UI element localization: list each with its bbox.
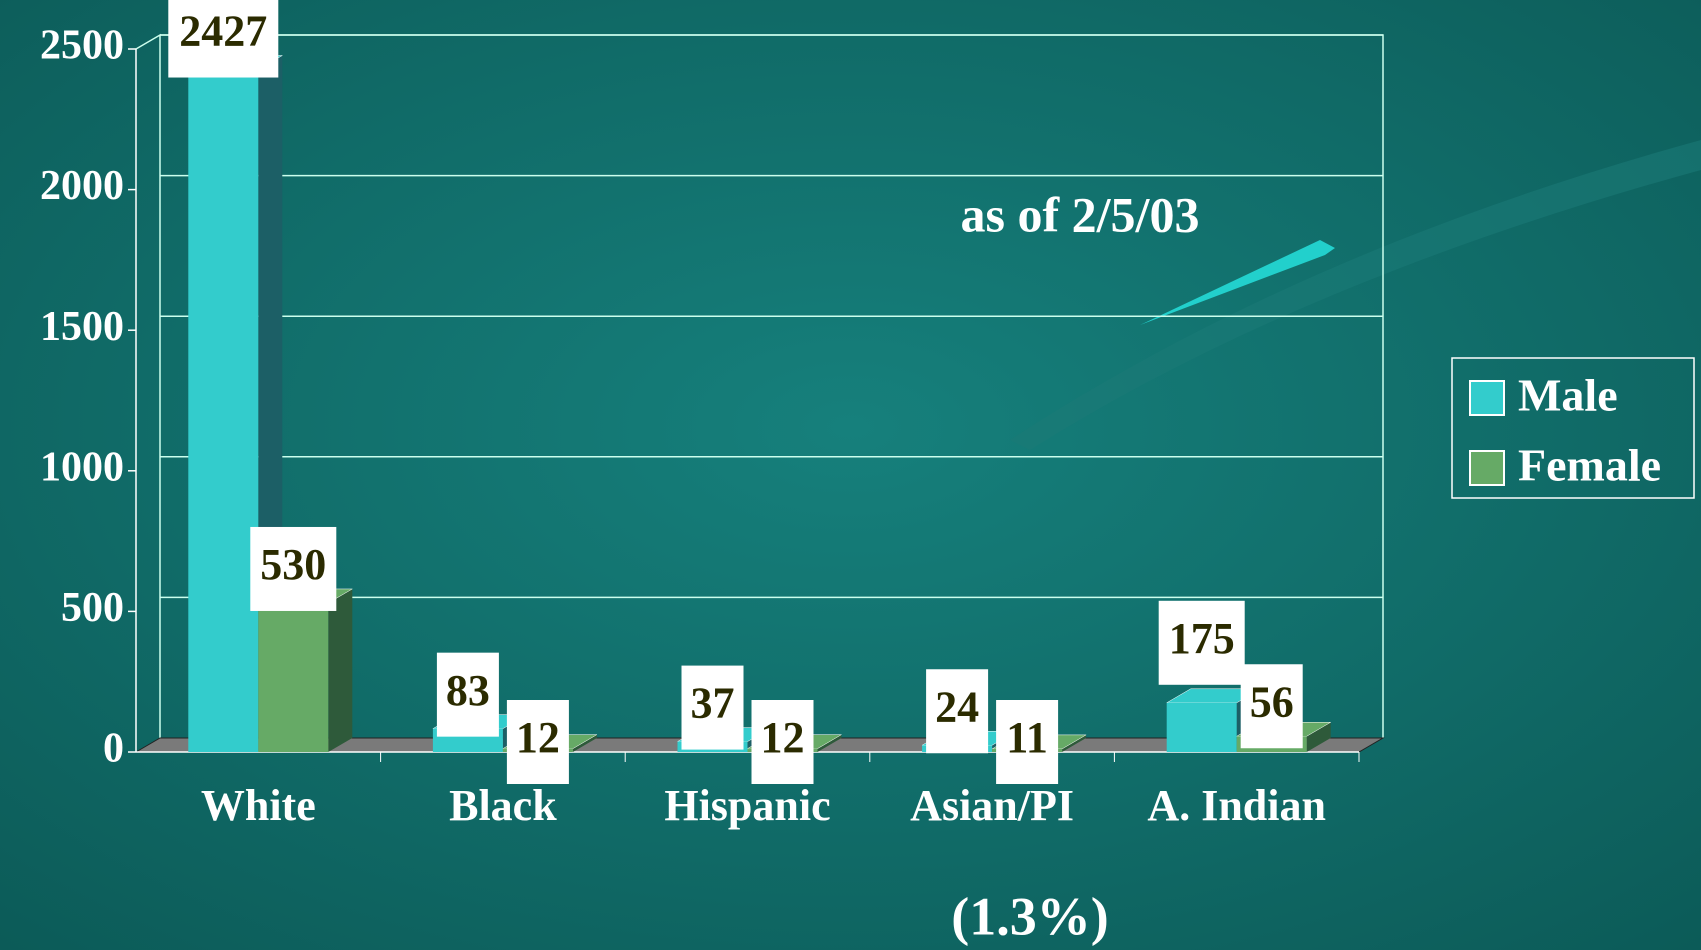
decoration [1140, 240, 1335, 325]
data-label-box [250, 526, 337, 611]
legend-swatch [1469, 450, 1505, 486]
data-label-box [168, 0, 279, 78]
y-tick-label: 1500 [40, 304, 124, 350]
data-label: 12 [761, 713, 805, 762]
data-label: 530 [260, 540, 326, 589]
y-tick-label: 2500 [40, 23, 124, 69]
decoration [1010, 140, 1701, 450]
data-label: 12 [516, 713, 560, 762]
data-label: 37 [691, 679, 735, 728]
data-label-box [681, 665, 744, 750]
bar [188, 69, 259, 753]
data-label-box [926, 669, 989, 754]
x-tick-label: Asian/PI [910, 781, 1074, 830]
legend-label: Female [1518, 440, 1661, 491]
legend-swatch [1469, 380, 1505, 416]
x-tick-label: White [201, 781, 316, 830]
bar [258, 602, 329, 752]
y-tick-label: 0 [103, 726, 124, 772]
x-tick-label: Black [449, 781, 557, 830]
bar [1166, 702, 1237, 752]
bar-side [572, 734, 597, 752]
y-tick-label: 2000 [40, 163, 124, 209]
annotation: (1.3%) [951, 886, 1108, 946]
data-label-box [996, 700, 1059, 784]
bar-side [1306, 722, 1331, 752]
data-label: 11 [1006, 713, 1048, 762]
data-label-box [506, 700, 569, 784]
data-label-box [436, 652, 499, 737]
data-label-box [751, 700, 814, 784]
bar-side [817, 734, 842, 752]
bar-side [328, 588, 353, 752]
legend-box [1451, 357, 1695, 499]
legend-label: Male [1518, 370, 1618, 421]
data-label: 24 [935, 682, 979, 731]
y-tick-label: 500 [61, 585, 124, 631]
data-label: 83 [446, 666, 490, 715]
data-label: 56 [1250, 677, 1294, 726]
bar-side [1062, 734, 1087, 752]
x-tick-label: A. Indian [1147, 781, 1326, 830]
data-label-box [1158, 600, 1245, 685]
x-tick-label: Hispanic [664, 781, 830, 830]
data-label: 2427 [179, 7, 267, 56]
data-label: 175 [1169, 614, 1235, 663]
y-tick-label: 1000 [40, 444, 124, 490]
data-label-box [1240, 664, 1303, 749]
annotation: as of 2/5/03 [961, 186, 1200, 242]
